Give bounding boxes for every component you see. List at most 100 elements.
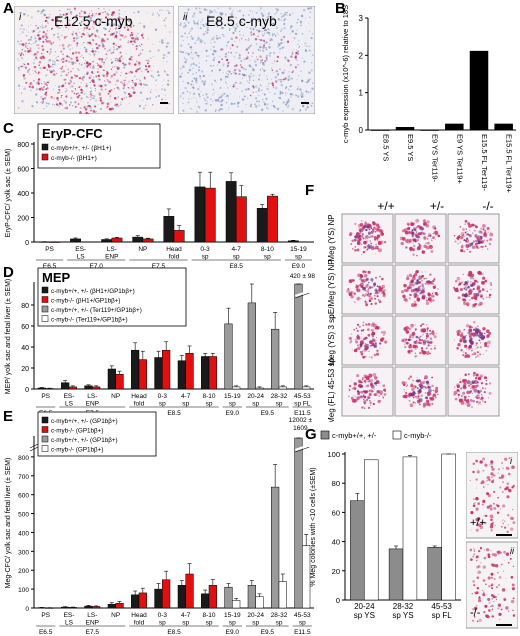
legend-swatch: [41, 416, 49, 424]
panel-f-image-grid: +/+ +/- -/- Meg (YS) NP pE/Meg (YS) NP M…: [327, 200, 500, 422]
y-tick-label: 0: [25, 240, 29, 247]
bar: [201, 356, 210, 390]
bar: [278, 386, 287, 390]
x-tick-label: 28-32 sp: [271, 612, 288, 627]
stage-label: E6.5: [39, 629, 53, 636]
x-tick-label: 20-24 sp: [247, 612, 264, 627]
x-tick-label: E9 YS Ter119+: [455, 134, 464, 184]
y-tick-label: 1: [359, 89, 364, 98]
bar: [61, 382, 70, 390]
legend-label: c-myb-/- (GP1bβ+): [51, 447, 103, 454]
bar: [469, 50, 489, 130]
x-tick-label: NP: [111, 393, 120, 400]
bar: [294, 437, 303, 609]
bar: [494, 123, 513, 130]
side-image-i-roman: i: [510, 456, 513, 466]
bar: [162, 349, 171, 390]
y-tick-label: 400: [18, 530, 29, 537]
legend-label: c-myb-/- (βH1+): [51, 155, 97, 162]
x-tick-label: 4-7 sp: [181, 393, 191, 408]
bar: [256, 208, 268, 243]
bar: [185, 573, 194, 609]
bar: [364, 459, 379, 601]
x-tick-label: 45-53 sp FL: [294, 393, 311, 408]
bar: [224, 586, 233, 609]
micrograph-tile: [447, 315, 500, 366]
bar: [225, 181, 237, 243]
bar: [37, 387, 46, 390]
bar: [92, 606, 101, 609]
x-tick-label: 4-7 sp: [232, 246, 242, 261]
break-value-label: 12002 ±1609: [289, 417, 313, 432]
panel-c-letter: C: [3, 120, 14, 137]
y-tick-label: 40: [21, 345, 29, 352]
bar: [441, 453, 456, 601]
stage-label: E8.5: [230, 263, 244, 270]
y-axis-label: c-myb expression (x10^-6) relative to 18…: [341, 5, 350, 143]
y-tick-label: 20: [332, 567, 340, 576]
bar: [294, 283, 303, 390]
y-tick-label: 100: [18, 587, 29, 594]
bar: [154, 357, 163, 390]
legend-label: c-myb-/- (βH1+/GP1bβ+): [51, 298, 121, 305]
x-tick-label: LS-ENP: [105, 246, 118, 261]
micrograph-tile: [341, 264, 394, 315]
x-tick-label: 20-24 sp: [247, 393, 264, 408]
panel-e-letter: E: [3, 408, 14, 425]
y-axis-label: MEP/ yolk sac and fetal liver (± SEM): [5, 279, 12, 395]
legend-swatch: [320, 430, 330, 440]
stage-label: E11.5: [294, 629, 311, 636]
legend-label: c-myb+/+, +/- (Ter119+/GP1bβ+): [51, 307, 142, 314]
bar: [142, 238, 154, 243]
micrograph-tile: [341, 315, 394, 366]
bar: [138, 359, 147, 390]
chart-g: 0 20 40 60 80 100 % Meg colonies with <10 cell…: [310, 430, 461, 620]
row-label-meg-ys-3sp: Meg (YS) 3 sp: [327, 314, 336, 366]
y-tick-label: 200: [17, 216, 29, 223]
x-tick-label: PS: [45, 246, 54, 253]
break-value-label: 420 ± 98: [290, 273, 316, 280]
panel-f-letter: F: [305, 182, 315, 199]
x-tick-label: E9.5 YS: [406, 134, 415, 161]
x-tick-label: 15-19 sp: [224, 393, 241, 408]
x-tick-label: LS-ENP: [86, 612, 99, 627]
bar: [92, 386, 101, 390]
axis-break: [29, 443, 39, 449]
legend-label: c-myb-/- (Ter119+/GP1bβ+): [51, 317, 128, 324]
y-tick-label: 80: [332, 479, 340, 488]
x-tick-label: 28-32 sp: [271, 393, 288, 408]
bar: [115, 603, 124, 609]
image-ii-roman: ii: [183, 12, 188, 23]
row-label-meg-ys-np: Meg (YS) NP: [327, 214, 336, 261]
panel-a-image-i: i E12.5 c-myb: [14, 6, 174, 114]
bar: [255, 387, 264, 390]
y-tick-label: 600: [17, 167, 29, 174]
image-i-roman: i: [19, 12, 22, 23]
x-tick-label: PS: [41, 393, 50, 400]
x-tick-label: 8-10 sp: [202, 393, 215, 408]
x-tick-label: ES-LS: [64, 612, 75, 627]
y-tick-label: 2: [359, 51, 364, 60]
chart-d: 0 20 40 60 80 MEP/ yolk sac and fetal liver (…: [5, 267, 316, 416]
col-header-het: +/-: [430, 200, 444, 213]
row-label-pe-meg-ys-np: pE/Meg (YS) NP: [327, 259, 336, 318]
chart-title: EryP-CFC: [42, 126, 103, 141]
x-tick-label: Head fold: [131, 612, 147, 627]
col-header-ko: -/-: [482, 200, 493, 213]
x-tick-label: 45-53 sp FL: [431, 602, 452, 620]
bar: [208, 585, 217, 609]
stage-label: E7.0: [90, 263, 104, 270]
chart-title: MEP: [42, 270, 71, 285]
bar: [163, 216, 175, 243]
bar: [204, 187, 216, 243]
panel-b-letter: B: [335, 0, 346, 17]
legend-label: c-myb+/+, +/- (GP1bβ+): [51, 418, 118, 425]
stage-label: E7.5: [86, 629, 100, 636]
axis-break: [294, 290, 310, 297]
bar: [302, 545, 311, 609]
bar: [247, 302, 256, 390]
bar: [402, 456, 418, 601]
bar: [420, 130, 439, 131]
bar: [70, 238, 81, 243]
x-tick-label: 20-24 sp YS: [354, 602, 375, 620]
